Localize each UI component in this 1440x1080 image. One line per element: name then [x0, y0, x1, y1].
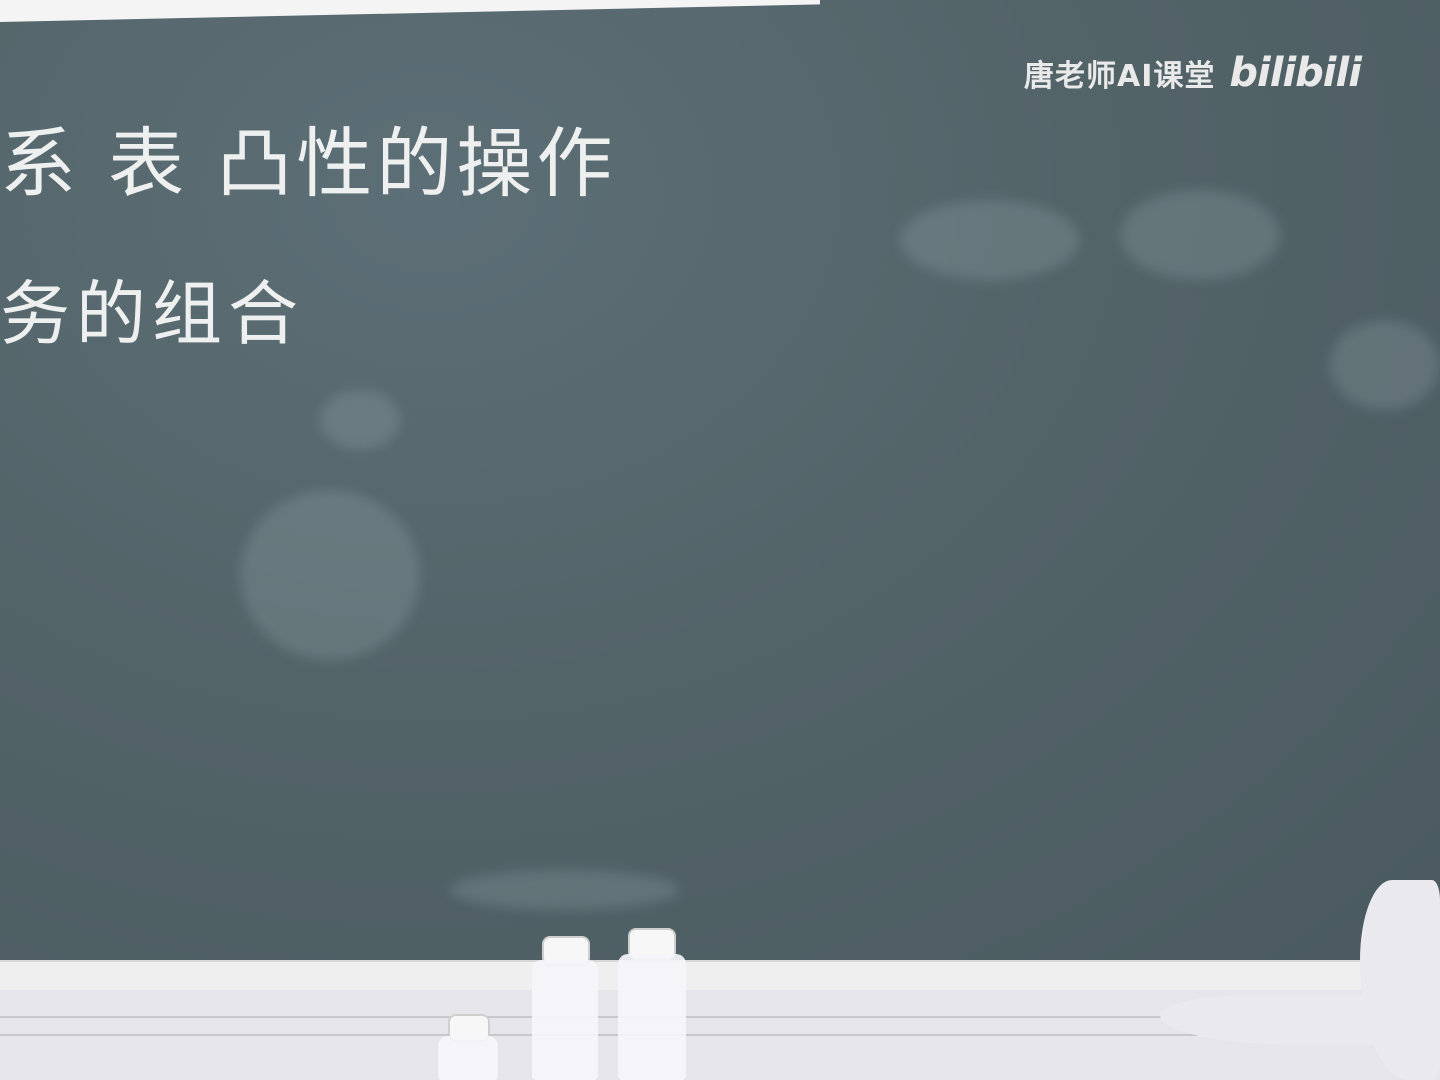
chalk-writing-line-2: 务的组合: [0, 273, 304, 355]
chalk-smudge: [450, 870, 680, 910]
rail-groove: [0, 1034, 1440, 1036]
chalk-smudge: [1330, 320, 1440, 410]
blackboard: [0, 0, 1440, 965]
chalk-smudge: [240, 490, 420, 660]
rail-groove: [0, 1016, 1440, 1018]
bilibili-logo: bilibili: [1229, 50, 1362, 96]
chalk-smudge: [1120, 190, 1280, 280]
water-bottle: [618, 954, 686, 1080]
video-watermark: 唐老师AI课堂 bilibili: [1024, 50, 1362, 96]
chalk-ledge: [0, 960, 1440, 992]
water-bottle: [532, 960, 598, 1080]
chalk-smudge: [320, 390, 400, 450]
chalk-smudge: [900, 200, 1080, 280]
channel-name: 唐老师AI课堂: [1024, 59, 1216, 94]
water-bottle: [438, 1036, 498, 1080]
chalk-writing-line-1: 系 表 凸性的操作: [0, 119, 617, 208]
